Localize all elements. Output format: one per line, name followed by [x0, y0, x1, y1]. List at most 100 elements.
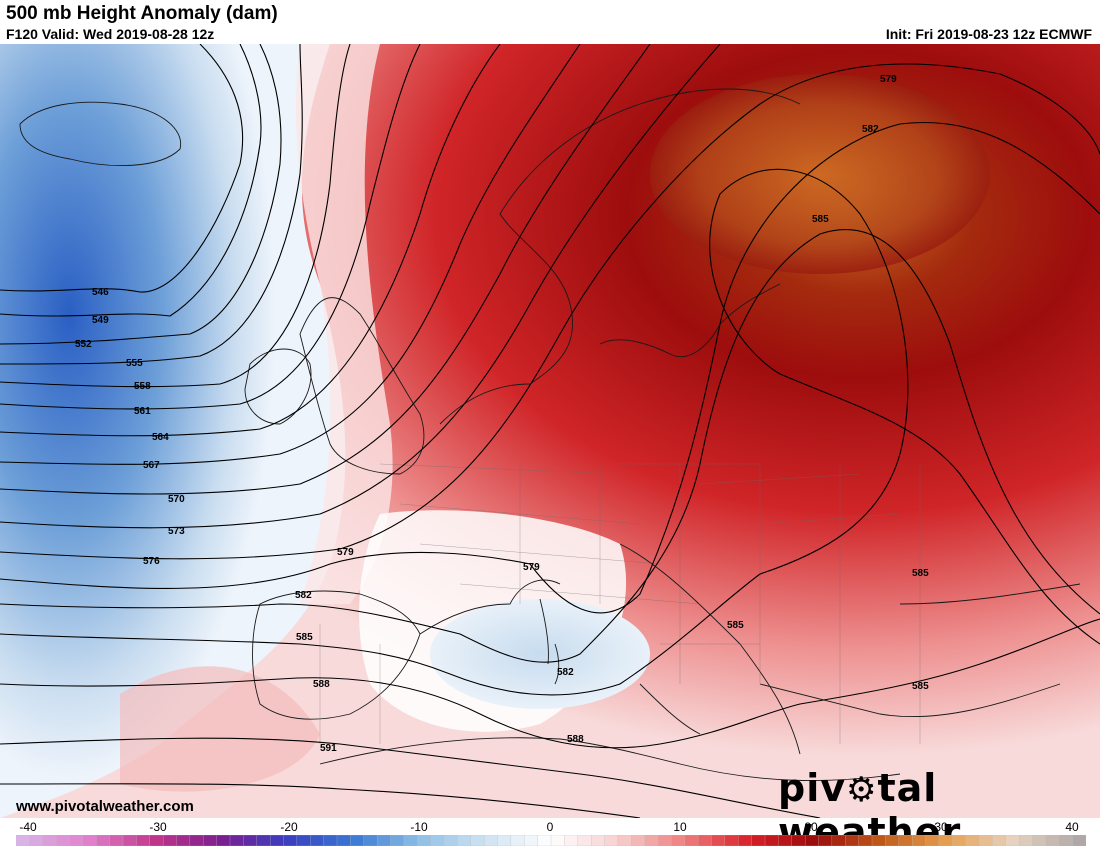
colorbar-swatch [443, 835, 459, 846]
colorbar-tick: -40 [19, 820, 37, 834]
colorbar-swatch [738, 835, 753, 846]
colorbar-swatch [176, 835, 191, 846]
scandinavian-high [650, 74, 990, 274]
colorbar-swatch [269, 835, 285, 846]
contour-label-585-iberia: 585 [296, 632, 313, 643]
colorbar-swatch [724, 835, 739, 846]
colorbar-swatch [216, 835, 231, 846]
colorbar-swatch [1045, 835, 1060, 846]
colorbar-swatch [697, 835, 713, 846]
colorbar-swatch [403, 835, 418, 846]
height-anomaly-map: 546 549 552 555 558 561 564 567 570 573 … [0, 44, 1100, 818]
contour-label-570: 570 [168, 494, 185, 505]
colorbar-tick: 0 [546, 820, 554, 834]
colorbar-swatch [350, 835, 365, 846]
colorbar-swatch [96, 835, 111, 846]
colorbar-tick: 20 [804, 820, 818, 834]
colorbar-swatch [162, 835, 178, 846]
colorbar-tick: 10 [673, 820, 687, 834]
contour-label-588-africa: 588 [567, 734, 584, 745]
contour-label-588-iberia: 588 [313, 679, 330, 690]
colorbar-swatch [82, 835, 97, 846]
colorbar-swatch [751, 835, 766, 846]
colorbar-swatch [256, 835, 271, 846]
colorbar-swatch [671, 835, 686, 846]
contour-label-555: 555 [126, 358, 143, 369]
colorbar-swatch [1032, 835, 1047, 846]
colorbar-swatch [992, 835, 1007, 846]
colorbar-swatch [858, 835, 873, 846]
map-header: 500 mb Height Anomaly (dam) F120 Valid: … [0, 0, 1100, 44]
colorbar-swatch [617, 835, 632, 846]
colorbar-swatch [1072, 835, 1086, 846]
colorbar-swatch [336, 835, 352, 846]
contour-label-585-balkans: 585 [727, 620, 744, 631]
colorbar-swatch [604, 835, 619, 846]
contour-label-561: 561 [134, 406, 151, 417]
contour-label-564: 564 [152, 432, 169, 443]
colorbar-swatch [16, 835, 31, 846]
colorbar-swatch [363, 835, 378, 846]
colorbar-swatch [778, 835, 793, 846]
colorbar-swatch [764, 835, 780, 846]
contour-label-558: 558 [134, 381, 151, 392]
colorbar-swatch [898, 835, 913, 846]
colorbar-swatch [831, 835, 846, 846]
colorbar-tick: -20 [280, 820, 298, 834]
colorbar-swatch [804, 835, 820, 846]
contour-label-585-turkey: 585 [912, 681, 929, 692]
pivotal-weather-logo: piv⚙tal weather [778, 766, 962, 854]
colorbar-tick: -10 [410, 820, 428, 834]
contour-label-576: 576 [143, 556, 160, 567]
contour-labels: 546 549 552 555 558 561 564 567 570 573 … [75, 74, 929, 754]
contour-label-579-west: 579 [337, 547, 354, 558]
colorbar-swatch [657, 835, 673, 846]
valid-time: F120 Valid: Wed 2019-08-28 12z [6, 26, 215, 42]
colorbar-swatch [1005, 835, 1020, 846]
colorbar-swatch [711, 835, 726, 846]
colorbar-swatch [109, 835, 124, 846]
colorbar-swatch [925, 835, 940, 846]
colorbar-swatch [537, 835, 552, 846]
colorbar-swatch [590, 835, 606, 846]
colorbar-swatch [42, 835, 57, 846]
colorbar-swatch [55, 835, 71, 846]
colorbar-swatch [978, 835, 994, 846]
colorbar-tick: 30 [934, 820, 948, 834]
colorbar-swatch [911, 835, 927, 846]
colorbar-swatch [376, 835, 392, 846]
colorbar-swatch [938, 835, 953, 846]
colorbar-swatch [524, 835, 539, 846]
colorbar-swatch [430, 835, 445, 846]
colorbar-swatch [122, 835, 138, 846]
contour-label-585-east: 585 [912, 568, 929, 579]
colorbar [16, 835, 1086, 846]
website-credit: www.pivotalweather.com [16, 798, 194, 815]
colorbar-ticks: -40 -30 -20 -10 0 10 20 30 40 [0, 818, 1100, 834]
contour-label-546: 546 [92, 287, 109, 298]
init-time: Init: Fri 2019-08-23 12z ECMWF [885, 26, 1092, 42]
colorbar-swatch [29, 835, 44, 846]
colorbar-swatch [952, 835, 967, 846]
colorbar-swatch [229, 835, 245, 846]
contour-label-579-med: 579 [523, 562, 540, 573]
colorbar-swatch [818, 835, 833, 846]
colorbar-swatch [564, 835, 579, 846]
contour-label-579-north: 579 [880, 74, 897, 85]
map-title: 500 mb Height Anomaly (dam) [6, 3, 278, 24]
contour-label-582-finland: 582 [862, 124, 879, 135]
contour-label-582-iberia: 582 [295, 590, 312, 601]
colorbar-swatch [1059, 835, 1074, 846]
colorbar-swatch [497, 835, 512, 846]
contour-label-552: 552 [75, 339, 92, 350]
colorbar-swatch [390, 835, 405, 846]
colorbar-swatch [243, 835, 258, 846]
colorbar-swatch [149, 835, 164, 846]
contour-label-591: 591 [320, 743, 337, 754]
colorbar-swatch [550, 835, 566, 846]
contour-label-582-sardinia: 582 [557, 667, 574, 678]
colorbar-swatch [457, 835, 472, 846]
coastlines [19, 88, 1081, 782]
colorbar-swatch [871, 835, 887, 846]
colorbar-swatch [631, 835, 646, 846]
